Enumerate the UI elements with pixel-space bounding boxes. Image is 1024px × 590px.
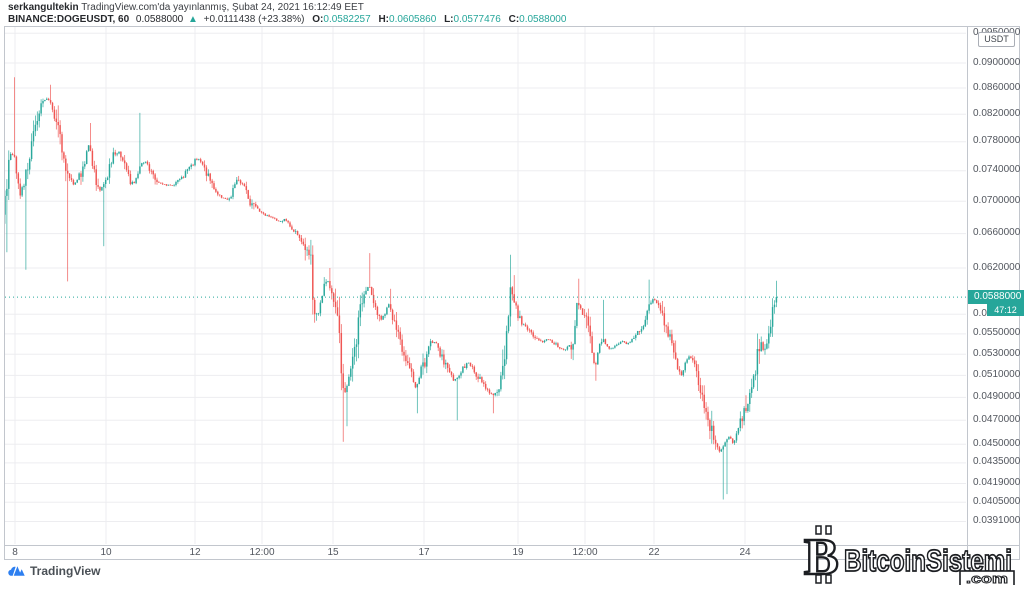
price-axis-label: 0.0780000 [973,135,1021,147]
current-price-badge: 0.0588000 [968,290,1024,305]
time-axis-label: 12:00 [572,547,598,558]
price-axis-label: 0.0470000 [973,413,1021,425]
time-axis-label: 22 [648,547,660,558]
tradingview-cloud-mountain-icon [8,566,25,576]
price-axis-label: 0.0860000 [973,81,1021,93]
bitcoinsistemi-logo: B BitcoinSistemi .com [803,525,1015,587]
price-axis-label: 0.0550000 [973,327,1021,339]
bitcoinsistemi-watermark: B BitcoinSistemi .com [802,525,1016,590]
price-axis-label: 0.0900000 [973,56,1021,68]
price-axis-label: 0.0660000 [973,227,1021,239]
candlestick-chart[interactable] [5,27,1019,559]
time-axis-label: 24 [739,547,751,558]
symbol-info-row: BINANCE:DOGEUSDT, 60 0.0588000 ▲ +0.0111… [8,14,566,25]
attribution-line: serkangultekin TradingView.com'da yayınl… [8,2,364,13]
high-value: 0.0605860 [389,14,437,25]
price-axis-label: 0.0700000 [973,194,1021,206]
price-axis-label: 0.0450000 [973,437,1021,449]
tradingview-logo[interactable]: TradingView [8,564,100,578]
currency-toggle-button[interactable]: USDT [978,32,1015,47]
time-axis-label: 17 [418,547,430,558]
price-axis-label: 0.0405000 [973,495,1021,507]
price-change: +0.0111438 (+23.38%) [203,14,305,25]
author-name: serkangultekin [8,2,79,13]
up-arrow-icon: ▲ [187,14,198,25]
bitcoin-b-icon: B [804,529,839,585]
price-axis[interactable]: 0.0588000 47:12 0.09500000.09000000.0860… [968,27,1024,558]
open-label: O: [312,14,324,25]
open-value: 0.0582257 [323,14,371,25]
attribution-text: TradingView.com'da yayınlanmış, Şubat 24… [78,2,364,13]
symbol-label: BINANCE:DOGEUSDT, 60 [8,14,130,25]
close-value: 0.0588000 [519,14,567,25]
current-price-value: 0.0588000 [974,291,1022,303]
high-label: H: [378,14,390,25]
tradingview-label: TradingView [30,564,101,578]
price-axis-label: 0.0620000 [973,261,1021,273]
watermark-tld: .com [966,571,1008,585]
last-price: 0.0588000 [135,14,184,25]
price-axis-label: 0.0820000 [973,107,1021,119]
price-axis-label: 0.0530000 [973,347,1021,359]
price-axis-label: 0.0510000 [973,368,1021,380]
time-axis[interactable]: 8 10 12 12:00 15 17 19 12:00 22 24 [5,546,967,559]
low-label: L: [444,14,454,25]
bar-countdown: 47:12 [987,304,1024,317]
close-label: C: [508,14,520,25]
time-axis-label: 12:00 [249,547,275,558]
bitcoin-top-bars-icon [815,525,822,535]
price-axis-label: 0.0435000 [973,456,1021,468]
price-axis-label: 0.0740000 [973,164,1021,176]
time-axis-label: 19 [512,547,524,558]
time-axis-label: 10 [100,547,112,558]
low-value: 0.0577476 [453,14,501,25]
time-axis-label: 12 [189,547,201,558]
price-axis-label: 0.0490000 [973,390,1021,402]
price-axis-label: 0.0419000 [973,477,1021,488]
bitcoin-bottom-bars-icon [815,574,822,584]
time-axis-label: 15 [327,547,339,558]
price-axis-label: 0.0391000 [973,515,1021,526]
time-axis-label: 8 [12,547,18,558]
